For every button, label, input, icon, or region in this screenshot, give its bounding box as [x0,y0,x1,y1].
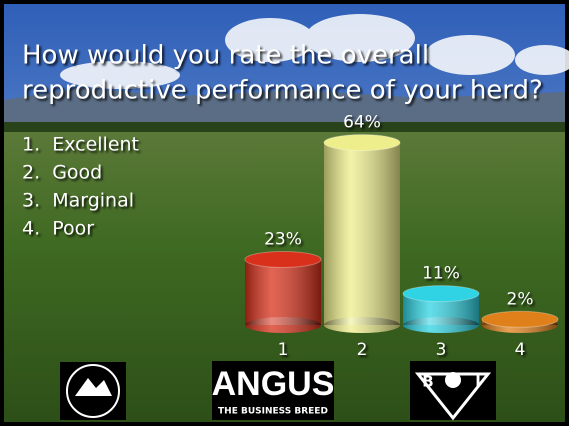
title-line: How would you rate the overall [22,41,429,71]
logo-angus: ANGUS THE BUSINESS BREED [212,361,335,420]
logo-bif: B I F [410,361,496,420]
x-tick-label: 1 [278,340,289,360]
value-label: 64% [343,113,381,133]
value-label: 2% [507,289,534,309]
value-label: 11% [422,264,460,284]
option-label: 3. Marginal [22,190,134,212]
bar-shade-base [403,317,479,333]
bar-top [403,286,479,302]
value-label: 23% [264,229,302,249]
bar-top [324,135,400,151]
x-tick-label: 4 [515,340,526,360]
option-label: 1. Excellent [22,134,139,156]
bar-top [482,311,558,327]
option-label: 2. Good [22,162,102,184]
bar-top [245,251,321,267]
x-tick-label: 2 [357,340,368,360]
bar-shade-base [245,317,321,333]
logo-letter: F [449,397,458,412]
bar-shade [324,143,400,325]
logo-text: ANGUS [212,365,335,403]
option-label: 4. Poor [22,218,94,240]
x-tick-label: 3 [436,340,447,360]
tree-line [4,122,565,132]
logo-letter: B [422,373,433,391]
title-line: reproductive performance of your herd? [22,76,543,106]
logo-left [60,362,126,420]
bar-shade-base [324,317,400,333]
slide: How would you rate the overall reproduct… [0,0,569,426]
bar-shade [245,259,321,325]
logo-letter: I [475,373,481,391]
logo-tagline: THE BUSINESS BREED [218,407,328,417]
